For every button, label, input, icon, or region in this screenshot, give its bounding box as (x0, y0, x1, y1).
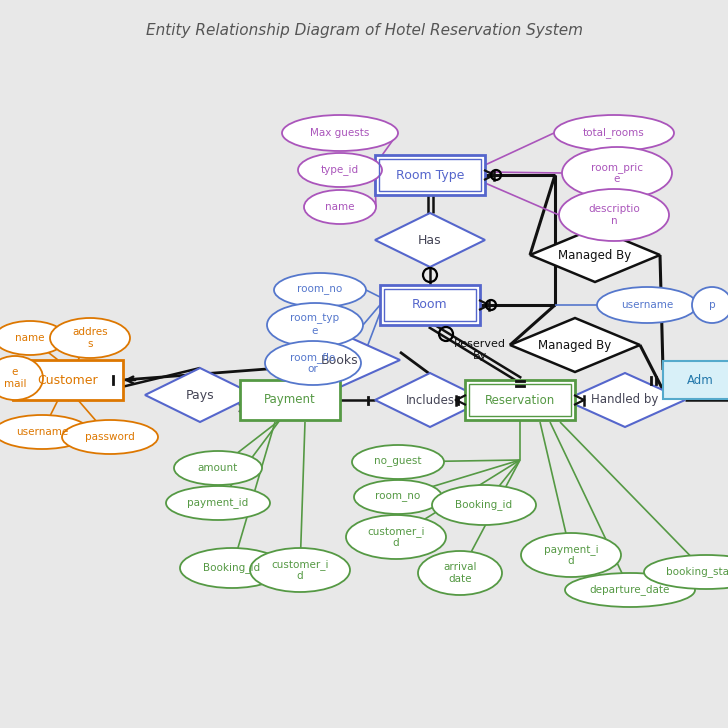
Text: departure_date: departure_date (590, 585, 670, 596)
Text: total_rooms: total_rooms (583, 127, 645, 138)
Ellipse shape (274, 273, 366, 307)
Text: room_pric
e: room_pric e (591, 162, 643, 184)
Bar (379, 159, 481, 191)
Text: Payment: Payment (264, 394, 316, 406)
Ellipse shape (174, 451, 262, 485)
Text: payment_i
d: payment_i d (544, 544, 598, 566)
Text: name: name (15, 333, 44, 343)
Bar (380, 285, 480, 325)
Bar (663, 361, 728, 399)
Polygon shape (375, 373, 485, 427)
Text: Booking_id: Booking_id (203, 563, 261, 574)
Ellipse shape (352, 445, 444, 479)
Bar (465, 380, 575, 420)
Text: username: username (621, 300, 673, 310)
Ellipse shape (559, 189, 669, 241)
Text: amount: amount (198, 463, 238, 473)
Text: addres
s: addres s (72, 327, 108, 349)
Ellipse shape (180, 548, 284, 588)
Text: p: p (708, 300, 716, 310)
Text: customer_i
d: customer_i d (272, 559, 329, 581)
Text: Room Type: Room Type (396, 168, 464, 181)
Text: Customer: Customer (38, 373, 98, 387)
Text: e
mail: e mail (4, 367, 26, 389)
Text: Includes: Includes (405, 394, 454, 406)
Text: room_flo
or: room_flo or (290, 352, 336, 374)
Text: name: name (325, 202, 355, 212)
Text: descriptio
n: descriptio n (588, 204, 640, 226)
Text: Max guests: Max guests (310, 128, 370, 138)
Text: Handled by: Handled by (591, 394, 659, 406)
Bar (240, 380, 340, 420)
Ellipse shape (50, 318, 130, 358)
Ellipse shape (418, 551, 502, 595)
Bar (384, 289, 476, 321)
Ellipse shape (565, 573, 695, 607)
Ellipse shape (0, 415, 90, 449)
Text: Managed By: Managed By (558, 248, 632, 261)
Text: room_no: room_no (376, 492, 421, 502)
Ellipse shape (304, 190, 376, 224)
Text: Reservation: Reservation (485, 394, 555, 406)
Ellipse shape (62, 420, 158, 454)
Text: booking_status: booking_status (666, 566, 728, 577)
Polygon shape (510, 318, 640, 372)
Text: room_typ
e: room_typ e (290, 314, 339, 336)
Bar (13, 360, 123, 400)
Ellipse shape (554, 115, 674, 151)
Text: Booking_id: Booking_id (456, 499, 513, 510)
Text: no_guest: no_guest (374, 456, 422, 467)
Text: Pays: Pays (186, 389, 214, 402)
Ellipse shape (267, 303, 363, 347)
Text: Entity Relationship Diagram of Hotel Reservation System: Entity Relationship Diagram of Hotel Res… (146, 23, 582, 38)
Ellipse shape (644, 555, 728, 589)
Ellipse shape (265, 341, 361, 385)
Ellipse shape (282, 115, 398, 151)
Ellipse shape (354, 480, 442, 514)
Text: Reserved
By: Reserved By (454, 339, 506, 361)
Ellipse shape (0, 321, 66, 355)
Ellipse shape (521, 533, 621, 577)
Bar (469, 384, 571, 416)
Ellipse shape (432, 485, 536, 525)
Polygon shape (375, 213, 485, 267)
Ellipse shape (346, 515, 446, 559)
Ellipse shape (250, 548, 350, 592)
Polygon shape (145, 368, 255, 422)
Text: room_no: room_no (297, 285, 343, 295)
Text: Adm: Adm (687, 373, 713, 387)
Polygon shape (280, 333, 400, 387)
Polygon shape (565, 373, 685, 427)
Ellipse shape (692, 287, 728, 323)
Text: arrival
date: arrival date (443, 562, 477, 584)
Text: payment_id: payment_id (187, 497, 249, 508)
Ellipse shape (166, 486, 270, 520)
Polygon shape (530, 228, 660, 282)
Text: customer_i
d: customer_i d (367, 526, 424, 548)
Text: type_id: type_id (321, 165, 359, 175)
Ellipse shape (298, 153, 382, 187)
Text: Managed By: Managed By (539, 339, 612, 352)
Text: Room: Room (412, 298, 448, 312)
Text: password: password (85, 432, 135, 442)
Text: username: username (16, 427, 68, 437)
Ellipse shape (597, 287, 697, 323)
Text: Books: Books (321, 354, 359, 366)
Bar (375, 155, 485, 195)
Ellipse shape (562, 147, 672, 199)
Ellipse shape (0, 356, 43, 400)
Text: Has: Has (418, 234, 442, 247)
